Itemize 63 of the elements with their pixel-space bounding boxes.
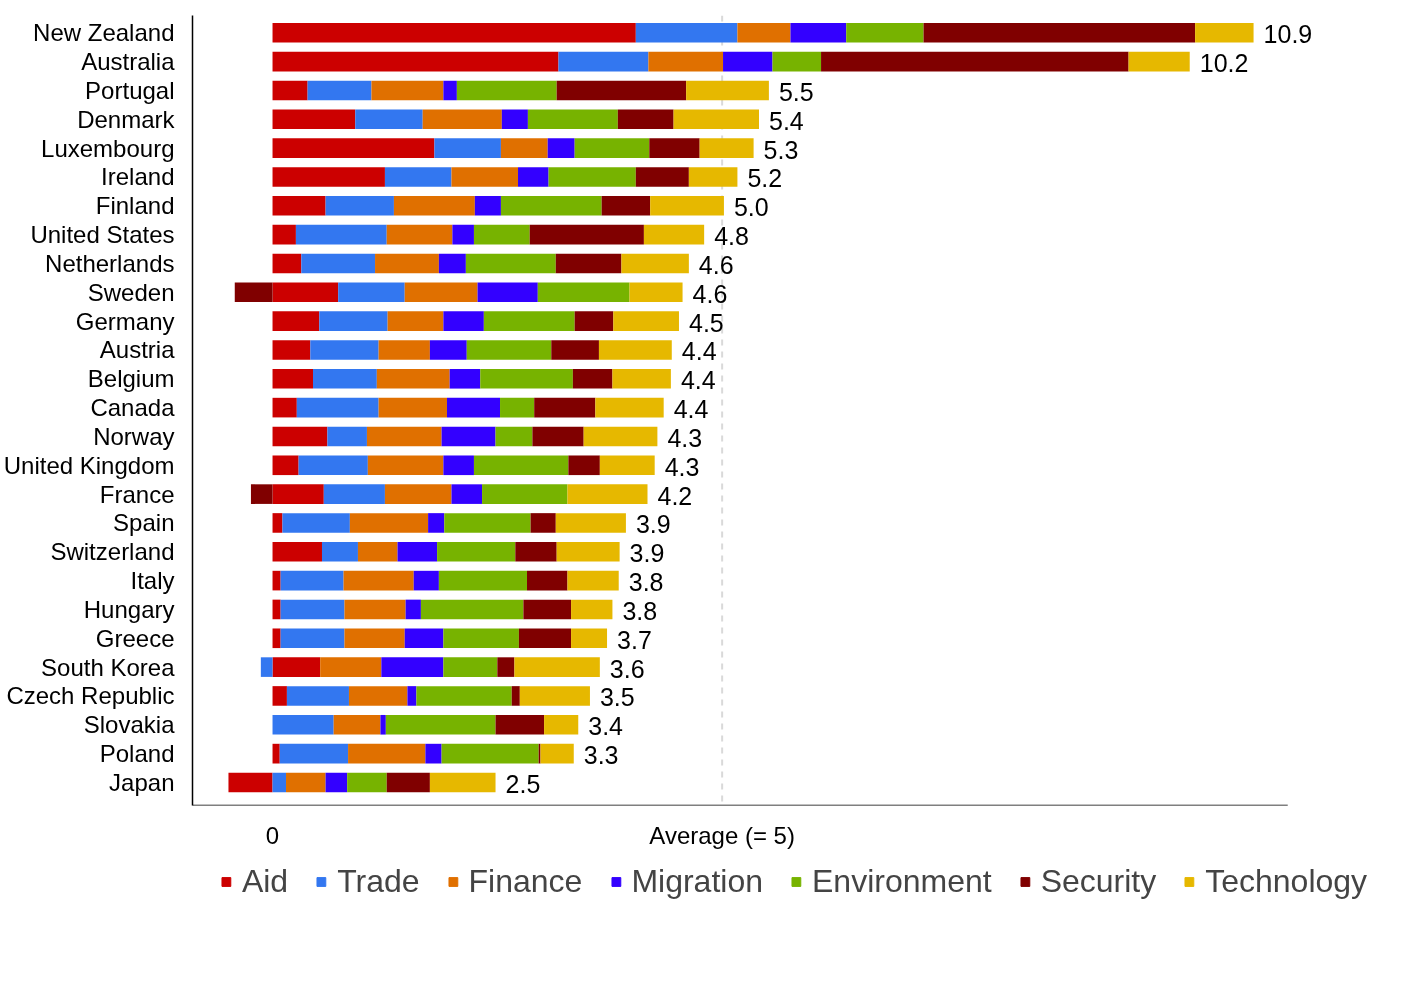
annotation: 4.6 — [692, 279, 728, 308]
legend-label: Finance — [468, 862, 583, 900]
y-tick-label: Poland — [99, 740, 175, 768]
annotation: 2.5 — [505, 769, 541, 798]
annotation: 5.3 — [763, 135, 799, 164]
y-tick-label: South Korea — [41, 653, 176, 681]
legend-label: Aid — [241, 862, 289, 900]
annotation: 3.5 — [599, 683, 635, 712]
y-tick-label: Germany — [75, 307, 175, 335]
annotation: 4.8 — [714, 222, 749, 251]
annotation: 10.2 — [1199, 49, 1249, 78]
y-tick-label: Slovakia — [83, 711, 176, 739]
annotation: 4.2 — [657, 481, 693, 510]
legend-label: Environment — [811, 862, 992, 900]
legend-label: Trade — [337, 862, 420, 900]
x-tick-label: 0 — [265, 821, 280, 849]
y-tick-label: New Zealand — [33, 19, 175, 47]
y-tick-label: Finland — [95, 192, 175, 220]
y-tick-label: Ireland — [101, 163, 175, 191]
y-tick-label: Greece — [95, 624, 175, 652]
annotation: 3.8 — [622, 596, 658, 625]
y-tick-label: United Kingdom — [3, 451, 175, 479]
annotation: 4.3 — [664, 452, 700, 481]
y-tick-label: Belgium — [87, 365, 175, 393]
legend-label: Security — [1040, 862, 1157, 900]
y-tick-label: France — [99, 480, 175, 508]
annotation: 5.0 — [733, 193, 769, 222]
y-tick-label: United States — [30, 221, 175, 249]
y-tick-label: Canada — [90, 394, 176, 422]
x-tick-label: Average (= 5) — [649, 821, 795, 849]
annotation: 3.9 — [629, 539, 665, 568]
annotation: 3.4 — [588, 712, 624, 741]
annotation: 3.6 — [609, 654, 645, 683]
y-tick-label: Japan — [109, 768, 175, 796]
annotation: 3.8 — [628, 568, 664, 597]
annotation: 5.4 — [769, 106, 804, 135]
y-tick-label: Netherlands — [45, 249, 175, 277]
annotation: 4.4 — [681, 337, 717, 366]
y-tick-label: Portugal — [85, 76, 175, 104]
annotation: 3.7 — [617, 625, 652, 654]
y-tick-label: Norway — [93, 422, 175, 450]
annotation: 3.3 — [583, 741, 619, 770]
annotation: 5.2 — [747, 164, 783, 193]
annotation: 10.9 — [1263, 20, 1313, 49]
annotation: 4.4 — [673, 395, 709, 424]
annotation: 3.9 — [635, 510, 671, 539]
legend-label: Migration — [631, 862, 763, 900]
annotation: 4.5 — [688, 308, 724, 337]
annotation: 4.6 — [698, 250, 734, 279]
y-tick-label: Spain — [113, 509, 175, 537]
y-tick-label: Sweden — [87, 278, 175, 306]
annotation: 4.3 — [667, 423, 703, 452]
y-tick-label: Italy — [130, 567, 175, 595]
y-tick-label: Austria — [99, 336, 176, 364]
y-tick-label: Australia — [81, 48, 176, 76]
y-tick-label: Switzerland — [50, 538, 175, 566]
y-tick-label: Denmark — [77, 105, 176, 133]
legend-label: Technology — [1205, 862, 1368, 900]
y-tick-label: Luxembourg — [41, 134, 175, 162]
annotation: 5.5 — [778, 77, 814, 106]
annotation: 4.4 — [680, 366, 716, 395]
y-tick-label: Hungary — [83, 595, 175, 623]
y-tick-label: Czech Republic — [6, 682, 175, 710]
